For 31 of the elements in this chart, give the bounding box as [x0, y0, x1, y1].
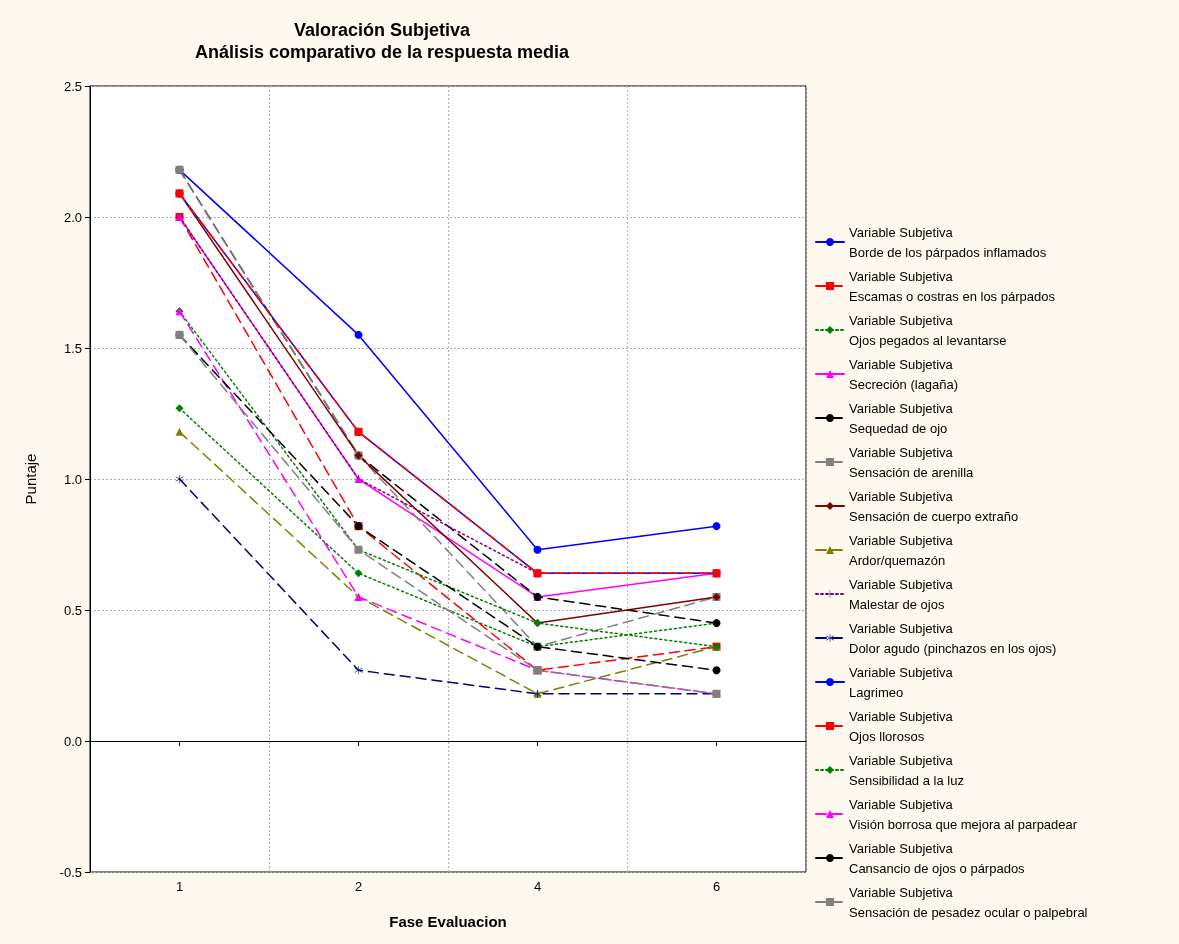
legend-label: Variable Subjetiva Dolor agudo (pinchazos en los ojos) [849, 620, 1057, 656]
legend-label: Variable Subjetiva Ardor/quemazón [849, 532, 954, 568]
legend-label: Variable Subjetiva Sensación de arenilla [849, 444, 975, 480]
x-tick-label: 2 [354, 879, 363, 894]
legend-label: Variable Subjetiva Secreción (lagaña) [849, 356, 959, 392]
x-axis-title: Fase Evaluacion [389, 913, 507, 930]
y-tick-label: 0.0 [63, 733, 82, 749]
legend-label: Variable Subjetiva Sensibilidad a la luz [849, 752, 964, 788]
y-axis-title: Puntaje [22, 453, 39, 505]
legend-label: Variable Subjetiva Visión borrosa que mejora al parpadear [849, 796, 1078, 832]
legend-label: Variable Subjetiva Malestar de ojos [849, 576, 954, 612]
x-tick-label: 1 [175, 879, 184, 894]
chart-subtitle: Análisis comparativo de la respuesta media [194, 42, 571, 62]
legend-label: Variable Subjetiva Ojos llorosos [849, 708, 954, 744]
y-tick-label: 1.0 [63, 471, 82, 487]
legend-label: Variable Subjetiva Borde de los párpados inflamados [849, 224, 1047, 260]
legend-label: Variable Subjetiva Escamas o costras en los párpados [849, 268, 1056, 304]
y-tick-label: 2.5 [63, 78, 82, 94]
legend-label: Variable Subjetiva Cansancio de ojos o párpados [849, 840, 1026, 876]
legend-label: Variable Subjetiva Ojos pegados al levantarse [849, 312, 1007, 348]
y-tick-label: -0.5 [59, 864, 82, 880]
chart-title: Valoración Subjetiva [293, 20, 472, 40]
y-tick-label: 0.5 [63, 602, 82, 618]
legend-label: Variable Subjetiva Sequedad de ojo [849, 400, 954, 436]
x-tick-label: 6 [712, 879, 721, 894]
legend-label: Variable Subjetiva Sensación de cuerpo extraño [849, 488, 1019, 524]
legend-label: Variable Subjetiva Lagrimeo [849, 664, 954, 700]
y-tick-label: 2.0 [63, 209, 82, 225]
legend-label: Variable Subjetiva Sensación de pesadez ocular o palpebral [849, 884, 1088, 920]
y-tick-label: 1.5 [63, 340, 82, 356]
x-tick-label: 4 [533, 879, 542, 894]
